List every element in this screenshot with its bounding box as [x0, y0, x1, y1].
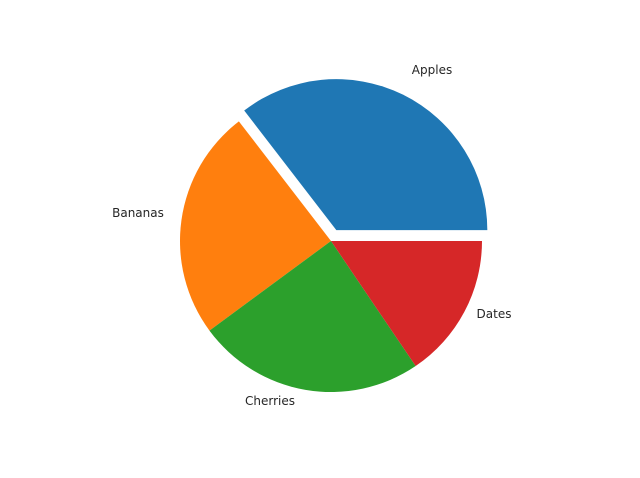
pie-label-cherries: Cherries	[245, 394, 295, 408]
pie-label-apples: Apples	[411, 63, 453, 77]
pie-label-bananas: Bananas	[112, 206, 164, 220]
pie-slice-dates[interactable]	[331, 241, 482, 367]
pie-slices-group	[179, 79, 488, 393]
pie-label-dates: Dates	[476, 307, 512, 321]
pie-slice-apples[interactable]	[244, 79, 488, 231]
pie-slice-bananas[interactable]	[179, 121, 331, 331]
pie-slice-cherries[interactable]	[209, 241, 416, 393]
